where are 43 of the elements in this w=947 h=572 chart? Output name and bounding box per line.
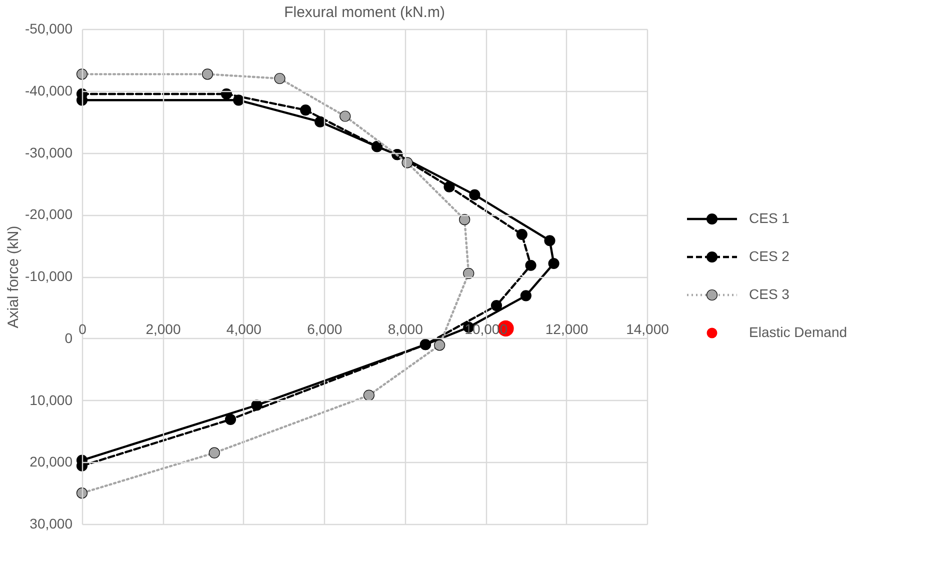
x-tick-label: 4,000 — [226, 320, 262, 337]
point — [402, 157, 413, 168]
x-tick-label: 14,000 — [626, 320, 670, 337]
point — [520, 290, 532, 302]
point — [363, 390, 374, 401]
point — [459, 214, 470, 226]
legend-label: CES 2 — [749, 248, 790, 264]
x-axis-title: Flexural moment (kN.m) — [284, 4, 445, 21]
point — [525, 260, 536, 271]
point — [220, 88, 232, 100]
point — [463, 268, 474, 279]
point — [300, 104, 312, 116]
point — [208, 447, 220, 458]
y-axis-title: Axial force (kN) — [5, 226, 22, 328]
y-tick-label: -50,000 — [25, 20, 73, 36]
point — [340, 110, 351, 122]
x-tick-label: 2,000 — [146, 320, 181, 337]
legend-label: CES 1 — [749, 210, 790, 226]
x-tick-label: 6,000 — [307, 320, 342, 337]
y-tick-label: -40,000 — [25, 82, 73, 98]
x-tick-label: 8,000 — [388, 320, 424, 337]
point — [224, 414, 236, 425]
point — [434, 340, 446, 351]
y-tick-label: 20,000 — [30, 454, 73, 470]
point — [548, 258, 560, 270]
y-tick-label: -20,000 — [25, 206, 73, 222]
y-tick-label: 10,000 — [30, 392, 73, 408]
y-tick-label: -10,000 — [25, 268, 73, 284]
x-tick-label: 12,000 — [545, 320, 588, 337]
y-tick-label: -30,000 — [25, 144, 73, 160]
point — [516, 228, 528, 240]
y-tick-label: 30,000 — [30, 516, 73, 532]
point — [469, 189, 480, 200]
point — [202, 68, 214, 80]
point — [274, 72, 286, 84]
legend-label: CES 3 — [749, 286, 790, 302]
point — [76, 488, 88, 499]
point — [76, 68, 88, 80]
point — [544, 235, 556, 246]
legend-label: Elastic Demand — [749, 324, 848, 340]
point — [444, 181, 455, 192]
x-tick-label: 0 — [78, 320, 87, 337]
point — [490, 300, 502, 312]
